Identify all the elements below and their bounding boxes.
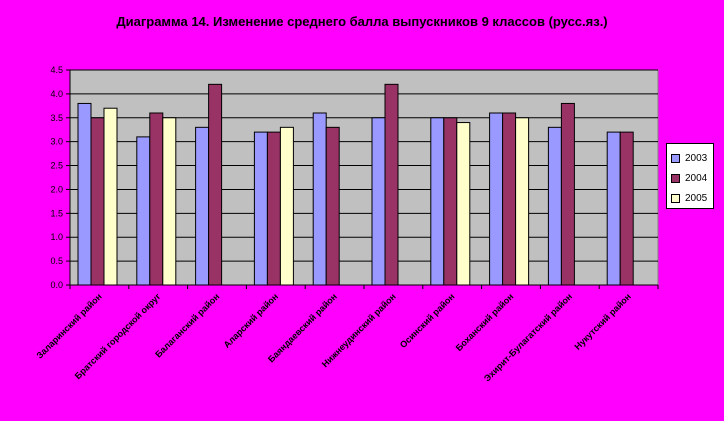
bar-2003-4 <box>253 131 268 286</box>
bar-2005-8 <box>515 117 530 286</box>
bar-2003-7 <box>430 117 445 286</box>
legend-item-2003: 2003 <box>671 148 713 168</box>
bar-2003-5 <box>312 112 327 286</box>
bar-2004-4 <box>266 131 281 286</box>
bar-2005-4 <box>279 126 294 286</box>
bar-2003-1 <box>77 102 92 286</box>
x-tick-label: Балаганский район <box>153 291 221 359</box>
x-tick-label: Заларинский район <box>35 291 104 360</box>
bar-2003-10 <box>606 131 621 286</box>
y-tick-label: 0.0 <box>50 280 63 290</box>
bar-2005-2 <box>162 117 177 286</box>
y-tick-label: 3.5 <box>50 113 63 123</box>
bar-2004-6 <box>384 83 399 286</box>
bar-2004-7 <box>443 117 458 286</box>
y-tick-label: 2.5 <box>50 161 63 171</box>
x-tick-label: Нукутский район <box>573 291 633 351</box>
x-tick-label: Осинский район <box>398 291 457 350</box>
legend: 2003 2004 2005 <box>666 143 714 209</box>
legend-swatch-2003 <box>671 153 680 163</box>
bar-2005-7 <box>456 122 471 286</box>
y-tick-label: 0.5 <box>50 256 63 266</box>
x-tick-label: Аларский район <box>222 291 281 350</box>
legend-label-2003: 2003 <box>685 152 708 164</box>
bar-2004-10 <box>619 131 634 286</box>
bar-2003-2 <box>136 136 151 286</box>
bar-2004-9 <box>560 102 575 286</box>
y-tick-label: 1.5 <box>50 208 63 218</box>
y-tick-label: 4.5 <box>50 65 63 75</box>
legend-label-2005: 2005 <box>685 192 708 204</box>
y-tick-label: 4.0 <box>50 89 63 99</box>
legend-label-2004: 2004 <box>685 172 708 184</box>
bar-2003-6 <box>371 117 386 286</box>
bar-2003-8 <box>489 112 504 286</box>
bar-2004-8 <box>502 112 517 286</box>
bar-2004-2 <box>149 112 164 286</box>
y-tick-label: 2.0 <box>50 184 63 194</box>
bar-2004-3 <box>208 83 223 286</box>
bar-2004-5 <box>325 126 340 286</box>
legend-swatch-2005 <box>671 193 680 203</box>
bar-2003-3 <box>195 126 210 286</box>
legend-item-2004: 2004 <box>671 168 713 188</box>
y-tick-label: 1.0 <box>50 232 63 242</box>
chart-title: Диаграмма 14. Изменение среднего балла в… <box>116 14 608 29</box>
x-tick-label: Боханский район <box>454 291 516 353</box>
y-tick-label: 3.0 <box>50 137 63 147</box>
bar-2005-1 <box>103 107 118 286</box>
legend-swatch-2004 <box>671 173 680 183</box>
bar-2004-1 <box>90 117 105 286</box>
bar-2003-9 <box>547 126 562 286</box>
legend-item-2005: 2005 <box>671 188 713 208</box>
